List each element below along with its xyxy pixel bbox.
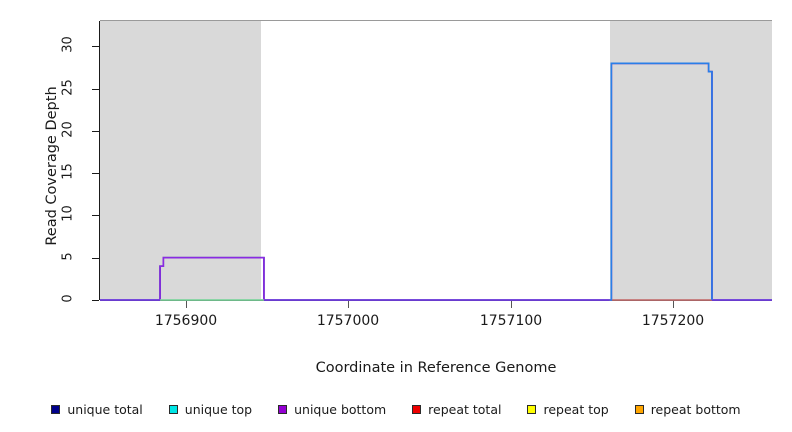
y-tick-20 — [92, 131, 99, 132]
x-tick-1756900 — [186, 301, 187, 308]
y-tick-0 — [92, 300, 99, 301]
y-tick-label-10: 10 — [60, 205, 76, 222]
legend-item-unique-total[interactable]: unique total — [51, 401, 143, 417]
series-unique-total — [100, 63, 772, 300]
legend-swatch-icon — [278, 404, 288, 414]
y-tick-label-5: 5 — [60, 252, 76, 261]
plot-area — [100, 20, 772, 300]
legend-item-label: unique top — [184, 401, 253, 417]
x-tick-1757100 — [511, 301, 512, 308]
x-tick-label-1756900: 1756900 — [154, 313, 218, 329]
y-tick-30 — [92, 46, 99, 47]
legend-swatch-icon — [527, 404, 537, 414]
series-repeat-bottom — [610, 63, 712, 300]
repeat-region-left-top-rule — [100, 20, 261, 21]
y-axis-title: Read Coverage Depth — [44, 86, 60, 246]
y-tick-25 — [92, 89, 99, 90]
legend-swatch-icon — [168, 404, 178, 414]
y-axis-line — [99, 21, 100, 300]
x-tick-label-1757000: 1757000 — [316, 313, 380, 329]
repeat-region-left — [100, 21, 261, 299]
x-tick-1757000 — [348, 301, 349, 308]
chart-legend: unique total unique top unique bottom repea… — [0, 398, 792, 420]
y-tick-label-0: 0 — [60, 294, 76, 303]
x-tick-1757200 — [673, 301, 674, 308]
legend-item-label: unique total — [67, 401, 143, 417]
x-axis-title: Coordinate in Reference Genome — [315, 360, 557, 376]
y-tick-label-30: 30 — [60, 36, 76, 53]
repeat-region-right — [609, 21, 772, 299]
x-tick-label-1757100: 1757100 — [479, 313, 543, 329]
legend-item-repeat-top[interactable]: repeat top — [527, 401, 609, 417]
legend-item-unique-top[interactable]: unique top — [168, 401, 253, 417]
x-tick-label-1757200: 1757200 — [641, 313, 705, 329]
y-tick-label-15: 15 — [60, 163, 76, 180]
y-tick-10 — [92, 215, 99, 216]
legend-item-unique-bottom[interactable]: unique bottom — [278, 402, 386, 417]
legend-item-repeat-bottom[interactable]: repeat bottom — [634, 401, 741, 417]
legend-item-label: repeat bottom — [650, 401, 741, 417]
y-tick-5 — [92, 258, 99, 259]
series-unique-bottom — [100, 63, 772, 300]
series-lines — [100, 21, 772, 300]
legend-swatch-icon — [412, 404, 422, 414]
y-tick-label-20: 20 — [60, 121, 76, 138]
legend-item-label: repeat total — [428, 401, 502, 417]
y-tick-15 — [92, 173, 99, 174]
plot-top-rule — [100, 20, 772, 21]
repeat-region-right-top-rule — [609, 20, 772, 21]
legend-swatch-icon — [51, 404, 61, 414]
legend-swatch-icon — [634, 404, 644, 414]
y-tick-label-25: 25 — [60, 79, 76, 96]
legend-item-label: repeat top — [543, 401, 609, 417]
legend-item-repeat-total[interactable]: repeat total — [412, 402, 501, 417]
legend-item-label: unique bottom — [294, 401, 387, 417]
